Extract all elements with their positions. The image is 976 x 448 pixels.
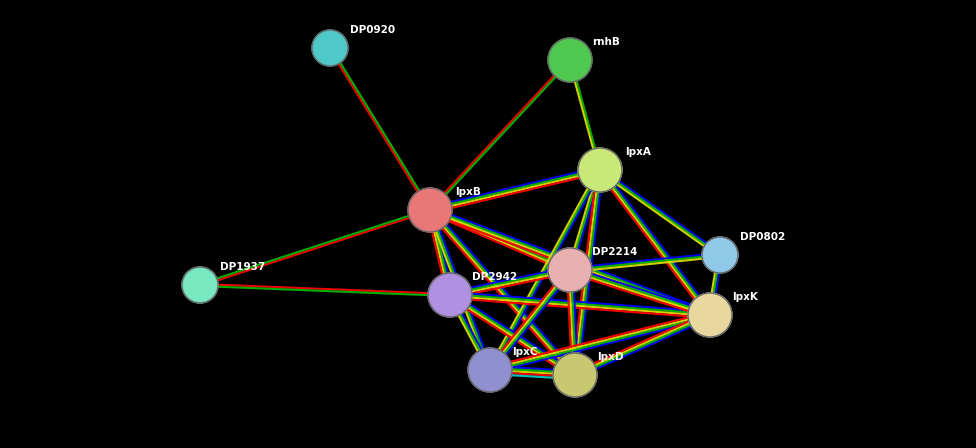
Text: rnhB: rnhB xyxy=(592,37,620,47)
Circle shape xyxy=(688,293,732,337)
Circle shape xyxy=(578,148,622,192)
Circle shape xyxy=(548,38,592,82)
Circle shape xyxy=(312,30,348,66)
Text: DP0920: DP0920 xyxy=(350,25,395,35)
Text: lpxA: lpxA xyxy=(625,147,651,157)
Circle shape xyxy=(408,188,452,232)
Circle shape xyxy=(553,353,597,397)
Text: lpxD: lpxD xyxy=(597,352,624,362)
Text: lpxC: lpxC xyxy=(512,347,538,357)
Circle shape xyxy=(468,348,512,392)
Circle shape xyxy=(428,273,472,317)
Circle shape xyxy=(702,237,738,273)
Text: lpxK: lpxK xyxy=(732,292,758,302)
Text: DP0802: DP0802 xyxy=(740,232,786,242)
Text: DP2942: DP2942 xyxy=(472,272,517,282)
Circle shape xyxy=(548,248,592,292)
Text: DP2214: DP2214 xyxy=(592,247,637,257)
Text: lpxB: lpxB xyxy=(455,187,481,197)
Text: DP1937: DP1937 xyxy=(220,262,265,272)
Circle shape xyxy=(182,267,218,303)
